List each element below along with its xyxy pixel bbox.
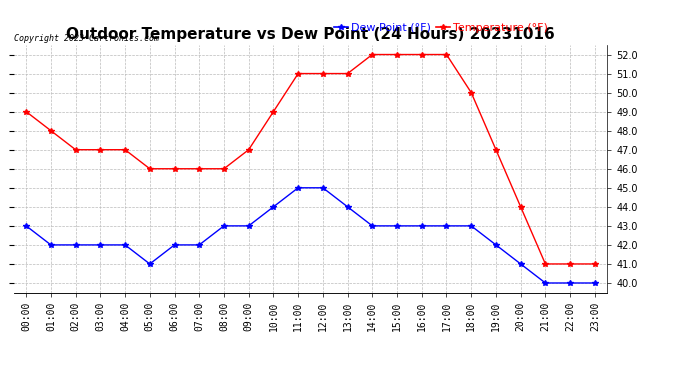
Text: Copyright 2023 Cartronics.com: Copyright 2023 Cartronics.com <box>14 33 159 42</box>
Title: Outdoor Temperature vs Dew Point (24 Hours) 20231016: Outdoor Temperature vs Dew Point (24 Hou… <box>66 27 555 42</box>
Legend: Dew Point (°F), Temperature (°F): Dew Point (°F), Temperature (°F) <box>330 18 552 37</box>
